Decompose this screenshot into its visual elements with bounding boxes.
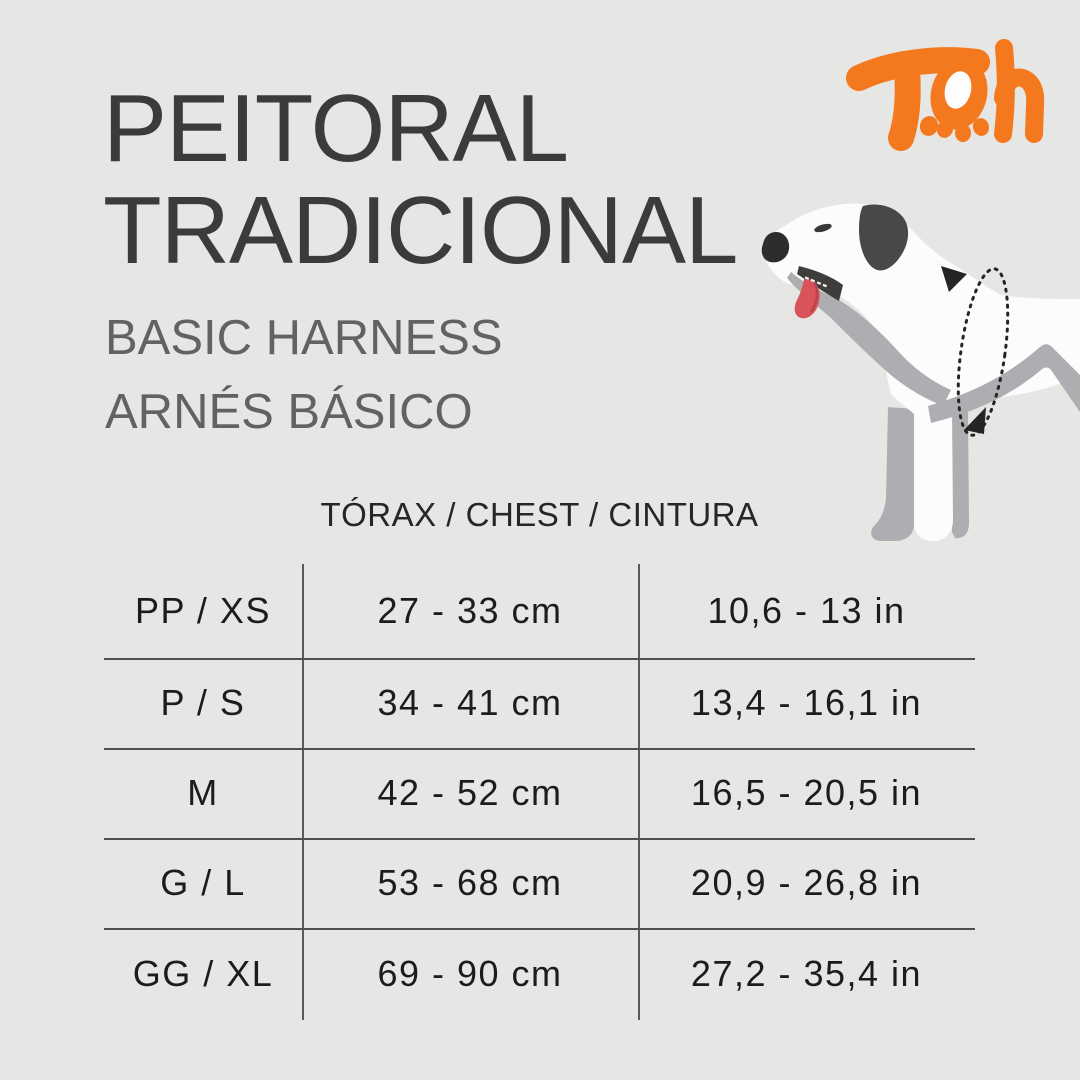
- dog-teeth: [804, 276, 828, 288]
- dog-ear: [859, 204, 909, 271]
- table-row: M 42 - 52 cm 16,5 - 20,5 in: [104, 748, 975, 838]
- cm-range: 53 - 68 cm: [377, 862, 563, 903]
- measure-ellipse: [956, 267, 1010, 437]
- table-row: P / S 34 - 41 cm 13,4 - 16,1 in: [104, 658, 975, 748]
- arrow-up-icon: [941, 266, 967, 292]
- table-divider-row-2: [104, 748, 975, 750]
- dog-belly-shading: [928, 344, 1080, 423]
- logo-h-arch: [994, 68, 1045, 143]
- logo-t-stem: [888, 57, 921, 151]
- table-divider-row-1: [104, 658, 975, 660]
- size-label: PP / XS: [135, 590, 271, 631]
- in-range: 27,2 - 35,4 in: [690, 953, 923, 994]
- page-title: PEITORAL TRADICIONAL: [103, 75, 738, 284]
- table-divider-vertical-2: [638, 564, 640, 1020]
- cm-range: 27 - 33 cm: [377, 590, 563, 631]
- dog-body: [764, 203, 1080, 541]
- table-header: TÓRAX / CHEST / CINTURA: [320, 496, 759, 533]
- table-divider-row-3: [104, 838, 975, 840]
- cm-range: 69 - 90 cm: [377, 953, 563, 994]
- girth-measure-loop: [941, 266, 1010, 437]
- in-range: 10,6 - 13 in: [707, 590, 906, 631]
- size-label: M: [187, 772, 219, 813]
- brand-logo-toh: [846, 39, 1045, 151]
- size-label: GG / XL: [132, 953, 274, 994]
- arrow-down-icon: [964, 407, 986, 434]
- dog-nose: [761, 232, 790, 263]
- dog-tongue-crease: [809, 281, 819, 313]
- size-label: G / L: [160, 862, 246, 903]
- table-row: GG / XL 69 - 90 cm 27,2 - 35,4 in: [104, 928, 975, 1020]
- table-row: PP / XS 27 - 33 cm 10,6 - 13 in: [104, 564, 975, 658]
- page-subtitle-line2: ARNÉS BÁSICO: [105, 385, 473, 439]
- page-title-line1: PEITORAL: [103, 75, 569, 182]
- dog-eye: [814, 223, 832, 233]
- in-range: 20,9 - 26,8 in: [690, 862, 923, 903]
- page-title-line2: TRADICIONAL: [103, 177, 738, 284]
- cm-range: 34 - 41 cm: [377, 682, 563, 723]
- table-divider-vertical-1: [302, 564, 304, 1020]
- page-subtitle-line1: BASIC HARNESS: [105, 311, 503, 365]
- in-range: 16,5 - 20,5 in: [690, 772, 923, 813]
- in-range: 13,4 - 16,1 in: [690, 682, 923, 723]
- dog-shadow-leg-left: [871, 407, 914, 541]
- table-row: G / L 53 - 68 cm 20,9 - 26,8 in: [104, 838, 975, 928]
- logo-o-counter: [944, 71, 972, 109]
- cm-range: 42 - 52 cm: [377, 772, 563, 813]
- dog-neck-shading: [787, 272, 951, 406]
- size-label: P / S: [160, 682, 246, 723]
- dog-shadow-leg-right: [952, 408, 969, 539]
- table-divider-row-4: [104, 928, 975, 930]
- page-subtitle: BASIC HARNESS ARNÉS BÁSICO: [105, 301, 503, 449]
- size-table: PP / XS 27 - 33 cm 10,6 - 13 in P / S 34…: [104, 564, 975, 1020]
- dog-illustration: [761, 203, 1080, 541]
